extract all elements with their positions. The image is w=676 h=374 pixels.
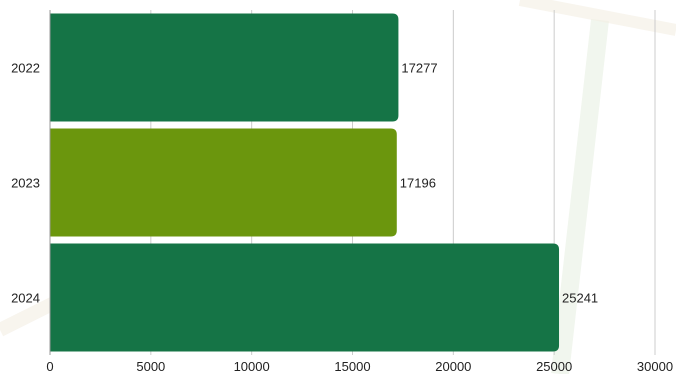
data-label: 17277 xyxy=(401,61,437,76)
y-category-label: 2022 xyxy=(11,61,40,76)
x-tick-label: 10000 xyxy=(234,359,270,374)
y-category-label: 2023 xyxy=(11,176,40,191)
y-category-label: 2024 xyxy=(11,291,40,306)
bars xyxy=(50,13,560,352)
x-tick-label: 0 xyxy=(46,359,53,374)
decor-stroke xyxy=(518,0,676,36)
x-tick-label: 20000 xyxy=(435,359,471,374)
x-tick-label: 5000 xyxy=(136,359,165,374)
bar xyxy=(50,243,560,352)
labels: 0 5000 10000 15000 20000 25000 30000 17277 2022 1… xyxy=(11,61,673,374)
x-tick-label: 15000 xyxy=(334,359,370,374)
data-label: 25241 xyxy=(562,291,598,306)
bar xyxy=(50,13,399,122)
x-tick-label: 25000 xyxy=(536,359,572,374)
decor-stroke xyxy=(551,18,609,374)
data-label: 17196 xyxy=(400,176,436,191)
x-tick-label: 30000 xyxy=(637,359,673,374)
bar xyxy=(50,128,397,237)
